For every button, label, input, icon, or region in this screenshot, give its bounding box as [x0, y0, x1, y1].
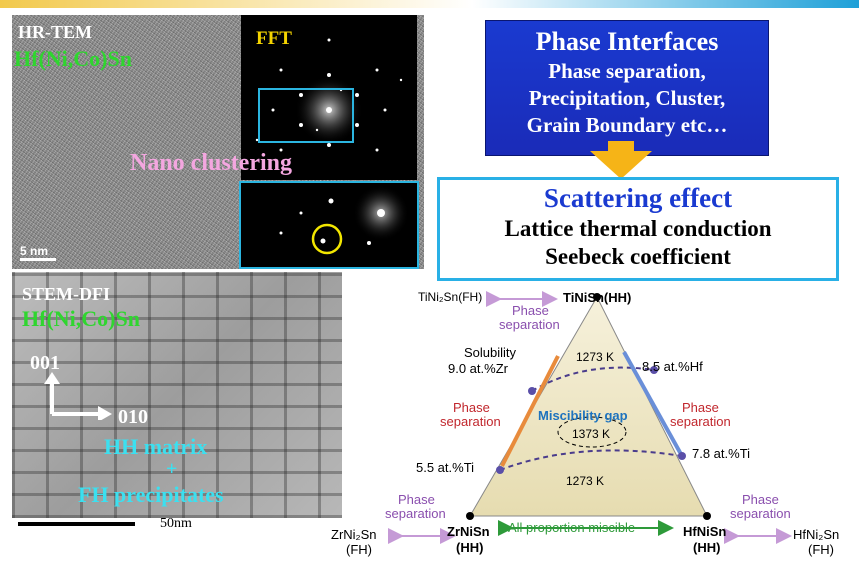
hf-fh-label: HfNi₂Sn	[793, 527, 840, 542]
zrnisn-vertex	[466, 512, 474, 520]
right-phase-1: Phase	[682, 400, 719, 415]
fft-pattern	[241, 15, 417, 180]
ti-right-label: 7.8 at.%Ti	[692, 446, 751, 461]
bl-phase-1: Phase	[398, 492, 435, 507]
plus-label: +	[166, 458, 178, 480]
zrnisn-hh: (HH)	[456, 540, 484, 555]
ti-left-label: 5.5 at.%Ti	[416, 460, 475, 475]
zr-pct-label: 9.0 at.%Zr	[448, 361, 508, 376]
stem-scale-bar	[18, 522, 135, 526]
right-phase-2: separation	[670, 414, 731, 429]
hf-fh-sub: (FH)	[808, 542, 834, 557]
scattering-title: Scattering effect	[543, 183, 733, 213]
hf-solubility-point	[650, 366, 658, 374]
hrtem-title: HR-TEM	[18, 22, 92, 42]
hh-matrix-label: HH matrix	[104, 434, 208, 459]
t1273-top: 1273 K	[576, 350, 615, 364]
crystal-axes-arrows	[44, 372, 112, 420]
fft-highlight-box	[258, 88, 354, 143]
stem-material: Hf(Ni,Co)Sn	[22, 306, 140, 331]
top-accent-bar	[0, 0, 859, 8]
scatter-line-1: Lattice thermal conduction	[504, 216, 772, 241]
down-arrow-stem	[608, 141, 634, 153]
tinisn-vertex	[593, 293, 601, 301]
down-arrow-icon	[590, 151, 652, 179]
scatter-line-2: Seebeck coefficient	[545, 244, 731, 269]
nano-clustering-label: Nano clustering	[130, 150, 292, 176]
top-fh-label: TiNi₂Sn(FH)	[418, 290, 483, 304]
hf-pct-label: 8.5 at.%Hf	[642, 359, 703, 374]
fft-zoom-inset	[239, 181, 419, 269]
fft-label: FFT	[256, 28, 292, 49]
br-phase-2: separation	[730, 506, 791, 521]
stem-scale-label: 50nm	[160, 516, 192, 531]
phase-interfaces-box: Phase Interfaces Phase separation, Preci…	[485, 20, 769, 156]
top-phase-1: Phase	[512, 303, 549, 318]
hrtem-material: Hf(Ni,Co)Sn	[14, 46, 132, 71]
miscibility-gap-label: Miscibility gap	[538, 408, 628, 423]
stem-title: STEM-DFI	[22, 284, 111, 304]
t1273-bottom: 1273 K	[566, 474, 605, 488]
right-edge-tie	[622, 351, 684, 457]
left-edge-tie	[500, 355, 560, 467]
solubility-label: Solubility	[464, 345, 517, 360]
br-phase-1: Phase	[742, 492, 779, 507]
fft-zoom-spots	[279, 185, 409, 255]
hrtem-scale-bar	[20, 258, 56, 261]
zr-fh-sub: (FH)	[346, 542, 372, 557]
scattering-effect-box: Scattering effect Lattice thermal conduc…	[437, 177, 839, 281]
ti-left-point	[496, 466, 504, 474]
ti-right-point	[678, 452, 686, 460]
zr-fh-label: ZrNi₂Sn	[331, 527, 377, 542]
hrtem-scale-label: 5 nm	[20, 244, 49, 258]
all-miscible-label: All proportion miscible	[508, 520, 636, 535]
hfnisn-label: HfNiSn	[683, 524, 727, 539]
ternary-phase-diagram	[388, 291, 792, 544]
gap-1373k-ellipse	[557, 416, 627, 448]
stem-dfi-image	[12, 272, 342, 518]
top-hh-label: TiNiSn(HH)	[563, 290, 632, 305]
hfnisn-hh: (HH)	[693, 540, 721, 555]
axis-010-label: 010	[118, 406, 148, 428]
phase-interfaces-title: Phase Interfaces	[535, 27, 719, 56]
solvus-lower	[499, 449, 683, 471]
zrnisn-label: ZrNiSn	[447, 524, 490, 539]
fft-spots	[255, 38, 403, 152]
hfnisn-vertex	[703, 512, 711, 520]
zr-solubility-point	[528, 387, 536, 395]
phase-line-2: Precipitation, Cluster,	[528, 86, 726, 110]
phase-line-3: Grain Boundary etc…	[526, 113, 728, 137]
left-phase-2: separation	[440, 414, 501, 429]
fh-precipitates-label: FH precipitates	[78, 482, 224, 507]
t1373-label: 1373 K	[572, 427, 611, 441]
left-phase-1: Phase	[453, 400, 490, 415]
top-phase-2: separation	[499, 317, 560, 332]
phase-line-1: Phase separation,	[548, 59, 706, 83]
cluster-spot-circle	[311, 223, 343, 255]
bl-phase-2: separation	[385, 506, 446, 521]
axis-001-label: 001	[30, 352, 60, 374]
